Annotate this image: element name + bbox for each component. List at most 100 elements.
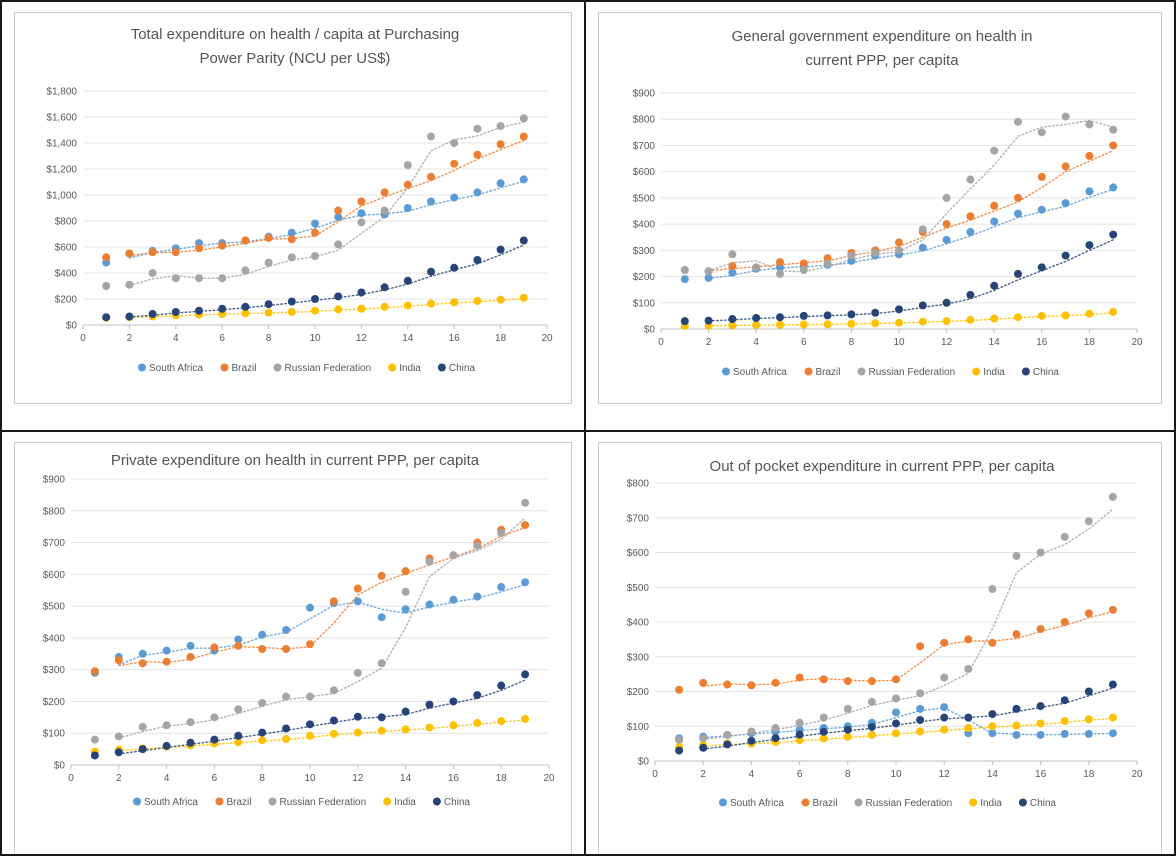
data-point	[1037, 263, 1046, 272]
data-point	[940, 673, 949, 682]
legend-marker	[137, 363, 146, 372]
x-tick-label: 14	[987, 769, 999, 780]
data-point	[473, 296, 482, 305]
data-point	[675, 746, 684, 755]
legend-label: India	[983, 367, 1005, 378]
x-tick-label: 2	[706, 337, 712, 348]
chart-area: General government expenditure on health…	[598, 12, 1162, 404]
x-tick-label: 16	[449, 333, 461, 344]
trendline	[128, 121, 525, 287]
data-point	[473, 691, 482, 700]
data-point	[357, 209, 366, 218]
data-point	[847, 251, 856, 260]
data-point	[940, 638, 949, 647]
data-point	[771, 678, 780, 687]
data-point	[403, 161, 412, 170]
trendline	[128, 180, 525, 259]
data-point	[497, 583, 506, 592]
legend-label: China	[449, 363, 476, 374]
data-point	[450, 139, 459, 147]
data-point	[1108, 713, 1117, 722]
chart-svg-out-of-pocket: Out of pocket expenditure in current PPP…	[627, 458, 1143, 809]
x-tick-label: 20	[541, 333, 553, 344]
data-point	[90, 667, 99, 676]
data-point	[990, 201, 999, 210]
data-point	[473, 124, 482, 133]
data-point	[895, 246, 903, 255]
data-point	[521, 670, 530, 679]
x-tick-label: 2	[700, 769, 706, 780]
legend-label: Russian Federation	[284, 363, 371, 374]
data-point	[306, 731, 314, 740]
data-point	[675, 685, 684, 694]
x-tick-label: 6	[219, 333, 225, 344]
data-point	[988, 584, 997, 593]
legend-label: China	[1030, 798, 1057, 809]
y-tick-label: $700	[633, 141, 656, 152]
data-point	[918, 225, 927, 234]
data-point	[427, 172, 435, 181]
chart-area: Out of pocket expenditure in current PPP…	[598, 442, 1162, 854]
legend-marker	[432, 797, 441, 806]
y-tick-label: $600	[627, 548, 650, 559]
data-point	[704, 273, 713, 282]
x-tick-label: 18	[1083, 769, 1095, 780]
data-point	[496, 245, 505, 254]
data-point	[728, 321, 737, 330]
y-tick-label: $200	[55, 295, 78, 306]
data-point	[1060, 696, 1069, 705]
data-point	[940, 703, 949, 712]
data-point	[90, 735, 99, 744]
legend-marker	[721, 367, 730, 376]
legend-marker	[972, 367, 981, 376]
data-point	[353, 597, 362, 606]
data-point	[916, 727, 925, 736]
data-point	[90, 751, 99, 760]
data-point	[521, 498, 530, 507]
data-point	[401, 587, 410, 596]
y-tick-label: $600	[43, 570, 66, 581]
data-point	[258, 645, 267, 654]
legend-marker	[718, 798, 727, 807]
data-point	[186, 641, 195, 650]
y-tick-label: $500	[43, 602, 66, 613]
y-tick-label: $0	[638, 757, 650, 768]
data-point	[357, 197, 366, 206]
data-point	[353, 712, 362, 721]
data-point	[819, 713, 828, 722]
data-point	[241, 266, 250, 275]
data-point	[728, 315, 737, 324]
data-point	[401, 707, 410, 716]
data-point	[138, 659, 147, 668]
data-point	[1036, 730, 1045, 739]
data-point	[799, 259, 808, 268]
data-point	[1109, 183, 1118, 192]
y-tick-label: $700	[627, 513, 650, 524]
data-point	[704, 316, 713, 325]
data-point	[171, 274, 180, 283]
data-point	[287, 253, 296, 262]
data-point	[264, 258, 273, 267]
trendline	[707, 239, 1114, 322]
legend-label: South Africa	[733, 367, 787, 378]
data-point	[218, 274, 227, 283]
data-point	[1085, 187, 1094, 196]
data-point	[171, 308, 180, 316]
data-point	[377, 571, 386, 580]
data-point	[819, 734, 828, 743]
data-point	[425, 700, 434, 709]
data-point	[234, 641, 243, 650]
data-point	[186, 652, 195, 661]
x-tick-label: 2	[116, 773, 122, 784]
data-point	[218, 241, 227, 250]
chart-title-line: Out of pocket expenditure in current PPP…	[710, 458, 1056, 475]
data-point	[171, 248, 180, 257]
y-tick-label: $100	[43, 729, 66, 740]
data-point	[795, 736, 804, 745]
data-point	[1036, 624, 1045, 633]
data-point	[258, 736, 267, 745]
data-point	[427, 197, 435, 206]
data-point	[1061, 199, 1070, 208]
x-tick-label: 0	[68, 773, 74, 784]
data-point	[114, 656, 123, 665]
